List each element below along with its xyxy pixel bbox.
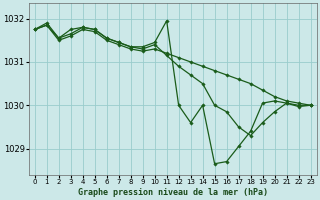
X-axis label: Graphe pression niveau de la mer (hPa): Graphe pression niveau de la mer (hPa) bbox=[78, 188, 268, 197]
